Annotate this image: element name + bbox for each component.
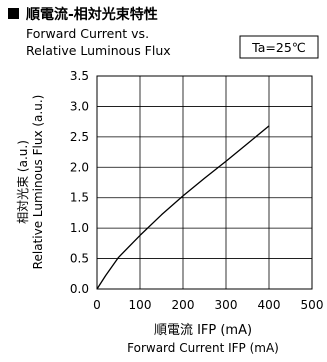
x-tick-label: 0 <box>93 298 101 312</box>
x-axis-title-jp: 順電流 IFP (mA) <box>154 323 252 338</box>
y-axis-title-jp: 相対光束 (a.u.) <box>16 140 30 224</box>
grid <box>97 76 312 289</box>
series-line-0 <box>96 125 270 290</box>
y-tick-label: 0.5 <box>70 252 89 266</box>
x-tick-label: 200 <box>172 298 195 312</box>
y-tick-label: 3.0 <box>70 99 89 113</box>
y-tick-label: 3.5 <box>70 69 89 83</box>
y-tick-label: 2.0 <box>70 160 89 174</box>
x-tick-label: 500 <box>301 298 324 312</box>
y-tick-labels: 0.0 0.5 1.0 1.5 2.0 2.5 3.0 3.5 <box>70 69 89 296</box>
y-tick-label: 1.0 <box>70 221 89 235</box>
x-tick-label: 100 <box>129 298 152 312</box>
title-en-line1: Forward Current vs. <box>26 26 149 41</box>
title-jp: 順電流-相対光束特性 <box>26 6 158 23</box>
condition-box <box>239 35 319 59</box>
x-tick-label: 400 <box>258 298 281 312</box>
y-axis-title-en: Relative Luminous Flux (a.u.) <box>31 95 45 270</box>
title-en-line2: Relative Luminous Flux <box>26 43 171 58</box>
x-axis-title-en: Forward Current IFP (mA) <box>127 341 279 355</box>
y-tick-label: 1.5 <box>70 191 89 205</box>
series-layer <box>96 125 270 290</box>
x-tick-label: 300 <box>215 298 238 312</box>
condition-label: Ta=25℃ <box>251 40 306 55</box>
title-bullet <box>8 8 19 19</box>
x-tick-labels: 0 100 200 300 400 500 <box>93 298 323 312</box>
plot-frame <box>96 75 313 290</box>
y-tick-label: 2.5 <box>70 130 89 144</box>
y-tick-label: 0.0 <box>70 282 89 296</box>
